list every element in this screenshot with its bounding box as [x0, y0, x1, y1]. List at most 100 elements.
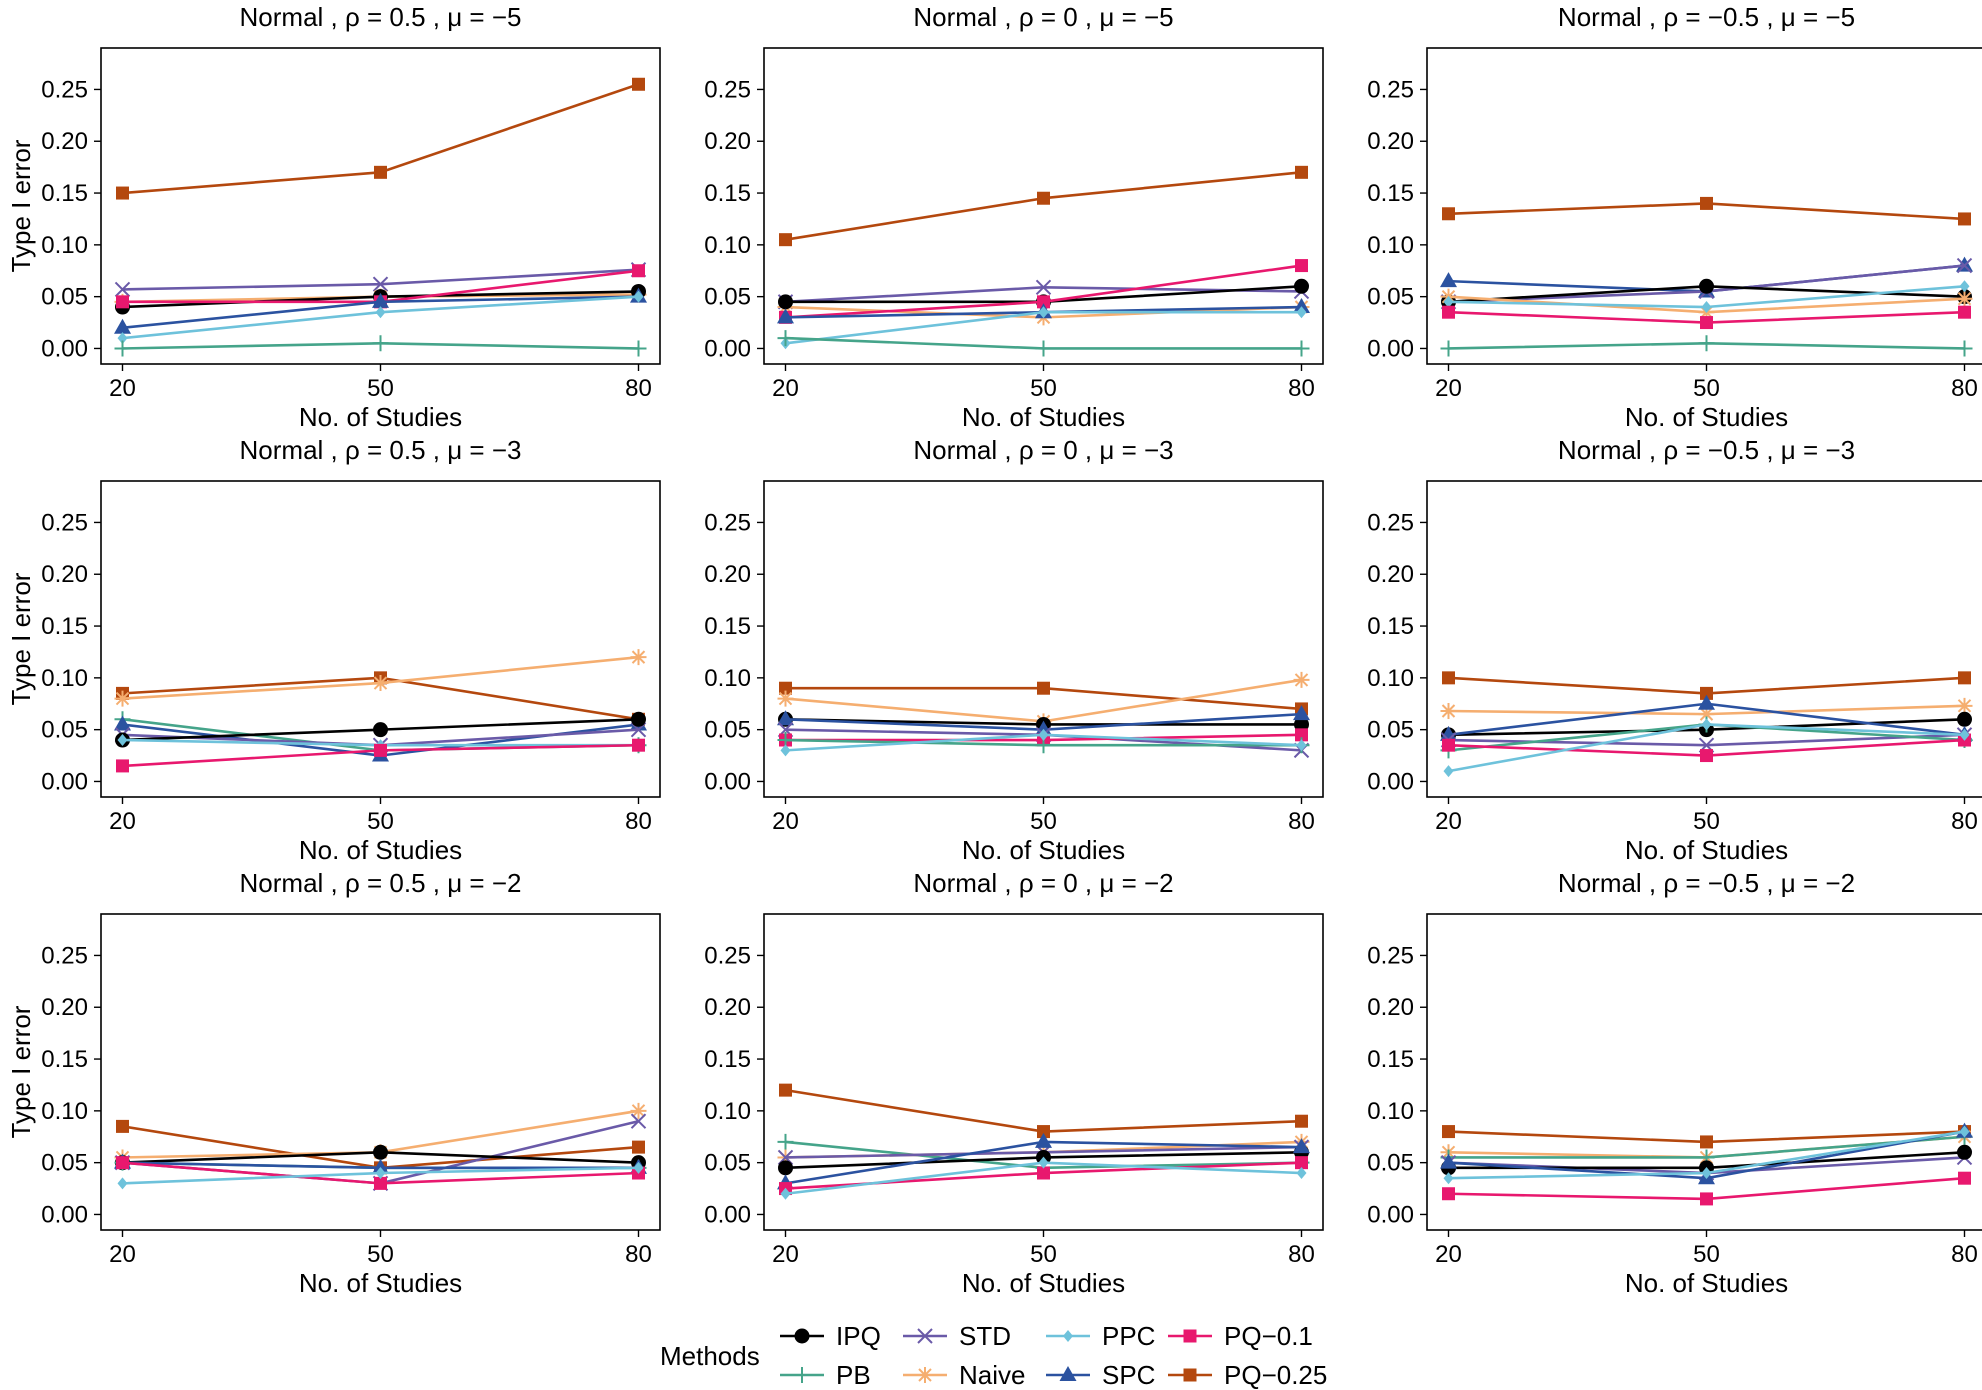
panel-title: Normal , ρ = −0.5 , μ = −2	[1558, 868, 1855, 898]
panel-title: Normal , ρ = 0 , μ = −3	[913, 435, 1173, 465]
y-tick-label: 0.15	[1367, 180, 1414, 207]
series-ppc	[1443, 1125, 1970, 1185]
panel-title: Normal , ρ = 0 , μ = −2	[913, 868, 1173, 898]
y-tick-label: 0.10	[1367, 1098, 1414, 1125]
x-tick-label: 80	[1951, 1241, 1978, 1268]
y-tick-label: 0.25	[41, 509, 88, 536]
chart-panel: Normal , ρ = 0 , μ = −3 0.00 0.05 0.10 0.15 0…	[704, 435, 1324, 865]
y-tick-label: 0.00	[41, 335, 88, 362]
data-point	[1295, 165, 1308, 179]
y-tick-label: 0.00	[1367, 768, 1414, 795]
chart-panel: Normal , ρ = 0.5 , μ = −5 0.00 0.05 0.10 0.1…	[6, 2, 661, 432]
data-point	[1037, 1125, 1050, 1139]
x-tick-label: 20	[1435, 808, 1462, 835]
data-point	[1956, 256, 1973, 272]
data-point	[1701, 301, 1712, 314]
data-point	[779, 1083, 792, 1097]
y-tick-label: 0.10	[704, 1098, 751, 1125]
data-point	[1295, 1114, 1308, 1128]
data-point	[374, 165, 387, 179]
y-tick-label: 0.25	[704, 76, 751, 103]
data-point	[1035, 340, 1052, 357]
x-tick-label: 80	[625, 375, 652, 402]
y-axis-label: Type I error	[6, 572, 36, 705]
x-tick-label: 80	[625, 808, 652, 835]
y-tick-label: 0.05	[41, 1150, 88, 1177]
x-tick-label: 20	[109, 808, 136, 835]
y-tick-label: 0.00	[704, 335, 751, 362]
data-point	[116, 186, 129, 200]
data-point	[374, 1176, 387, 1190]
data-point	[630, 1113, 647, 1129]
data-point	[1956, 697, 1973, 714]
data-point	[1293, 340, 1310, 357]
x-tick-label: 50	[1693, 808, 1720, 835]
chart-panel: Normal , ρ = −0.5 , μ = −2 0.00 0.05 0.10 0.…	[1367, 868, 1982, 1298]
data-point	[375, 306, 386, 319]
legend-title: Methods	[660, 1341, 760, 1371]
data-point	[1037, 1166, 1050, 1180]
series-ipq	[115, 711, 646, 748]
legend-label: STD	[959, 1321, 1011, 1351]
series-ppc	[780, 728, 1307, 757]
series-pq-0-25	[779, 1083, 1308, 1139]
data-point	[1698, 335, 1715, 352]
data-point	[1037, 191, 1050, 205]
legend-items: IPQ PB STD Naive PPC SPC PQ−0.1 PQ−0.25	[780, 1321, 1327, 1390]
x-axis-label: No. of Studies	[299, 835, 462, 865]
data-point	[117, 1177, 128, 1190]
y-tick-label: 0.05	[41, 284, 88, 311]
data-point	[1700, 196, 1713, 210]
legend-marker	[917, 1367, 933, 1383]
data-point	[372, 292, 389, 308]
data-point	[1959, 1125, 1970, 1138]
data-point	[1442, 1187, 1455, 1201]
data-point	[1959, 728, 1970, 741]
data-point	[1038, 1156, 1049, 1169]
y-tick-label: 0.05	[704, 717, 751, 744]
y-tick-label: 0.20	[41, 128, 88, 155]
data-point	[114, 715, 131, 731]
y-tick-label: 0.25	[704, 942, 751, 969]
legend-marker	[794, 1328, 810, 1344]
data-point	[1440, 703, 1457, 720]
data-point	[777, 690, 794, 707]
data-point	[1700, 749, 1713, 763]
data-point	[777, 1133, 794, 1150]
y-tick-label: 0.20	[704, 561, 751, 588]
y-tick-label: 0.10	[1367, 232, 1414, 259]
x-axis-label: No. of Studies	[1625, 835, 1788, 865]
y-tick-label: 0.25	[41, 76, 88, 103]
chart-panel: Normal , ρ = −0.5 , μ = −3 0.00 0.05 0.10 0.…	[1367, 435, 1982, 865]
data-point	[632, 1140, 645, 1154]
x-tick-label: 20	[1435, 375, 1462, 402]
data-point	[1037, 295, 1050, 309]
data-point	[375, 1167, 386, 1180]
series-pb	[1440, 335, 1973, 357]
x-tick-label: 50	[367, 375, 394, 402]
panel-title: Normal , ρ = 0 , μ = −5	[913, 2, 1173, 32]
x-tick-label: 50	[1030, 375, 1057, 402]
y-tick-label: 0.15	[1367, 613, 1414, 640]
x-axis-label: No. of Studies	[962, 835, 1125, 865]
data-point	[1957, 1144, 1972, 1160]
data-point	[116, 759, 129, 773]
x-tick-label: 80	[625, 1241, 652, 1268]
legend-label: SPC	[1102, 1360, 1155, 1390]
x-tick-label: 80	[1288, 375, 1315, 402]
x-tick-label: 20	[772, 375, 799, 402]
x-tick-label: 20	[109, 375, 136, 402]
data-point	[372, 335, 389, 352]
data-point	[114, 281, 131, 298]
x-tick-label: 50	[1693, 1241, 1720, 1268]
y-tick-label: 0.25	[1367, 942, 1414, 969]
legend-label: IPQ	[836, 1321, 881, 1351]
data-point	[1296, 306, 1307, 319]
data-point	[1296, 739, 1307, 752]
data-point	[1038, 728, 1049, 741]
data-point	[778, 294, 793, 310]
plot-area	[763, 913, 1324, 1231]
y-axis-label: Type I error	[6, 139, 36, 272]
data-point	[1698, 706, 1715, 723]
data-point	[630, 1102, 647, 1119]
